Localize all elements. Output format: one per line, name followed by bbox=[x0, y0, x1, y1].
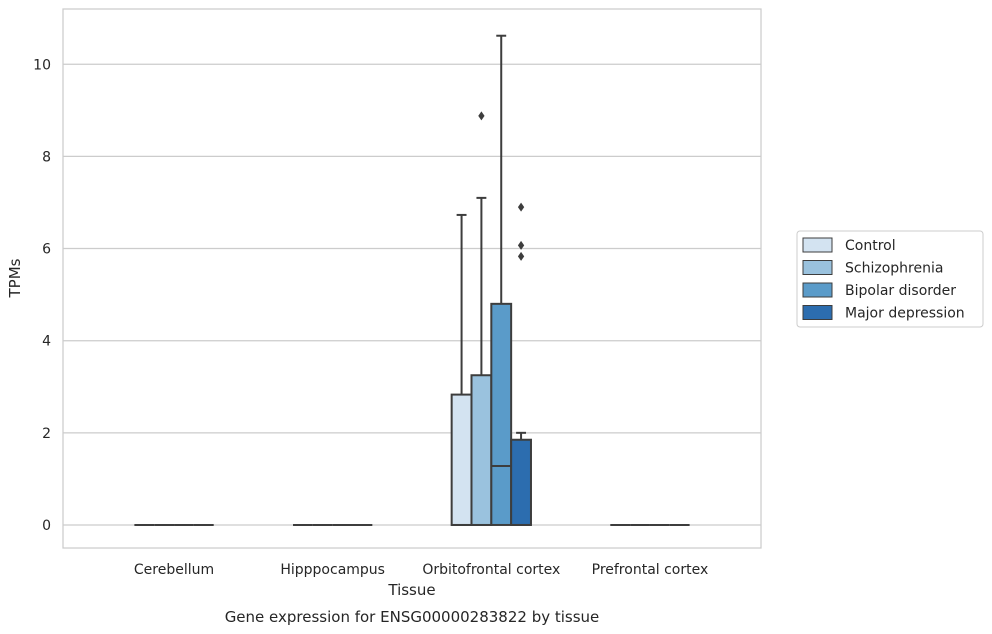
outlier-point bbox=[517, 202, 525, 212]
plot-frame bbox=[62, 8, 762, 549]
legend-frame bbox=[796, 230, 984, 328]
chart-caption: Gene expression for ENSG00000283822 by t… bbox=[225, 608, 600, 626]
box-major-depression bbox=[510, 202, 532, 526]
x-tick-label: Hipppocampus bbox=[280, 562, 385, 578]
legend-swatch bbox=[802, 305, 833, 320]
legend-label: Schizophrenia bbox=[845, 261, 943, 277]
legend: Control Schizophrenia Bipolar disorder Majo… bbox=[796, 230, 984, 328]
legend-label: Major depression bbox=[845, 306, 965, 322]
gridlines bbox=[63, 63, 761, 526]
box-body bbox=[510, 438, 532, 526]
legend-swatch bbox=[802, 237, 833, 253]
x-tick-label: Prefrontal cortex bbox=[592, 562, 709, 578]
box-body bbox=[470, 374, 493, 526]
legend-label: Bipolar disorder bbox=[845, 283, 956, 299]
legend-swatch bbox=[802, 260, 833, 275]
outlier-point bbox=[478, 111, 485, 121]
x-axis-label: Tissue bbox=[387, 581, 435, 599]
y-axis-label: TPMs bbox=[6, 258, 24, 298]
box-schizophrenia bbox=[470, 111, 493, 526]
y-tick-label: 4 bbox=[42, 334, 51, 350]
box-body bbox=[450, 393, 473, 526]
box-body bbox=[490, 302, 513, 526]
y-axis-ticks: 0 2 4 6 8 10 bbox=[33, 57, 51, 534]
legend-swatch bbox=[802, 282, 833, 298]
y-tick-label: 0 bbox=[42, 518, 51, 534]
legend-label: Control bbox=[845, 238, 896, 254]
y-tick-label: 2 bbox=[42, 426, 51, 442]
outlier-point bbox=[517, 251, 525, 261]
x-tick-label: Cerebellum bbox=[134, 562, 214, 578]
box-control bbox=[450, 213, 473, 526]
y-tick-label: 6 bbox=[42, 242, 51, 258]
outlier-point bbox=[517, 240, 525, 250]
box-bipolar-disorder bbox=[490, 34, 513, 526]
y-tick-label: 8 bbox=[42, 149, 51, 165]
y-tick-label: 10 bbox=[33, 57, 51, 73]
x-axis-ticks: Cerebellum Hipppocampus Orbitofrontal cort… bbox=[134, 562, 708, 578]
boxes bbox=[134, 34, 690, 526]
x-tick-label: Orbitofrontal cortex bbox=[422, 562, 560, 578]
